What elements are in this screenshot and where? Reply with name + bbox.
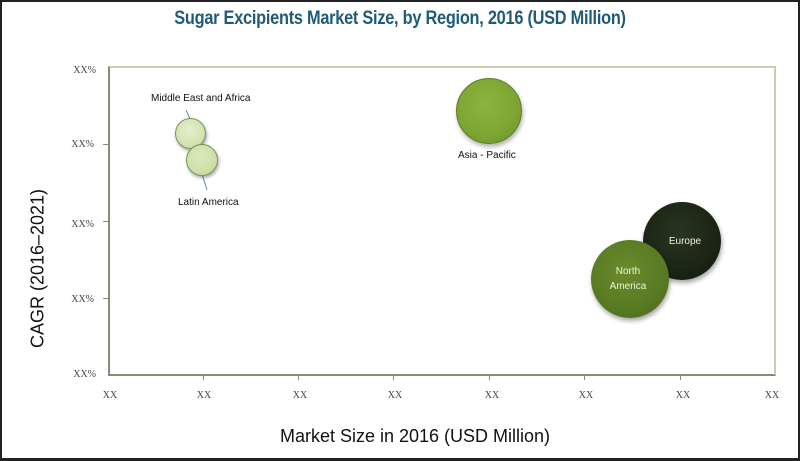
x-tick-mark [298,376,299,380]
label-asia-pacific: Asia - Pacific [458,150,516,161]
x-tick-label: XX [292,390,308,401]
y-tick-mark [103,298,108,299]
x-tick-label: XX [196,390,212,401]
x-tick-label: XX [764,390,780,401]
plot-area [108,66,776,376]
x-tick-mark [680,376,681,380]
y-tick-mark [103,221,108,222]
y-tick-mark [103,144,108,145]
label-europe: Europe [668,236,702,247]
y-tick-label: XX% [71,139,94,150]
y-tick-label: XX% [71,294,94,305]
label-latin-america: Latin America [178,197,239,208]
y-tick-label: XX% [71,219,94,230]
x-tick-label: XX [484,390,500,401]
x-tick-mark [584,376,585,380]
bubble-asia-pacific [456,78,522,144]
x-tick-mark [203,376,204,380]
y-tick-label: XX% [73,65,96,76]
x-axis-label: Market Size in 2016 (USD Million) [279,426,551,446]
label-north-america-line2: America [609,281,647,292]
y-axis-label: CAGR (2016–2021) [27,188,48,349]
x-tick-mark [393,376,394,380]
x-tick-label: XX [675,390,691,401]
x-tick-label: XX [387,390,403,401]
x-tick-label: XX [578,390,594,401]
label-north-america-line1: North [615,266,641,277]
x-tick-mark [489,376,490,380]
x-tick-label: XX [102,390,118,401]
label-middle-east-africa: Middle East and Africa [151,93,251,104]
bubble-north-america [591,240,669,318]
bubble-latin-america [186,144,218,176]
chart-title: Sugar Excipients Market Size, by Region,… [174,8,626,29]
bubble-middle-east-africa [175,118,206,149]
y-tick-label: XX% [73,369,96,380]
